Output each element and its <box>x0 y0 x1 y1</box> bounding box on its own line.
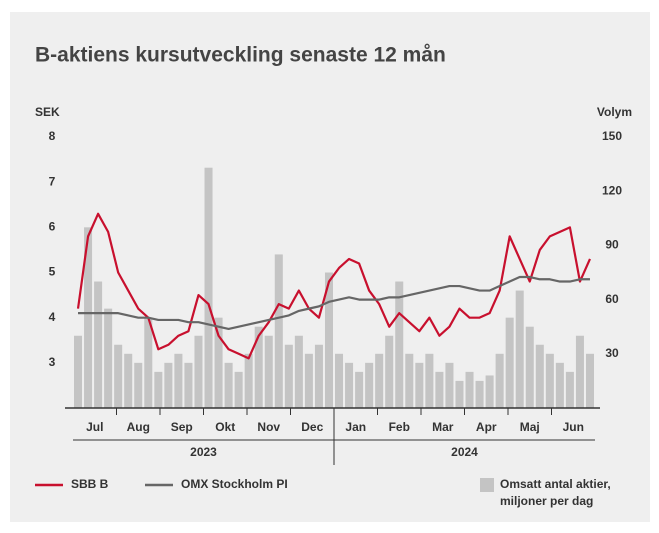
volume-bar <box>214 317 223 408</box>
volume-bar <box>405 353 414 408</box>
volume-bar <box>274 254 283 408</box>
volume-bar <box>124 353 133 408</box>
volume-bar <box>505 317 514 408</box>
volume-bar <box>455 380 464 408</box>
volume-bar <box>114 344 123 408</box>
volume-bar <box>535 344 544 408</box>
volume-bar <box>335 353 344 408</box>
volume-bar <box>264 335 273 408</box>
line <box>78 275 590 331</box>
volume-bar <box>254 326 263 408</box>
volume-bar <box>495 353 504 408</box>
volume-bar <box>445 362 454 408</box>
y-tick-label: 6 <box>49 220 56 234</box>
volume-bar <box>525 326 534 408</box>
y2-tick-label: 90 <box>605 238 619 252</box>
volume-bar <box>74 335 83 408</box>
volume-bar <box>144 317 153 408</box>
y-tick-label: 5 <box>49 265 56 279</box>
volume-bar <box>395 281 404 408</box>
volume-bar <box>234 371 243 408</box>
y2-axis-label: Volym <box>597 105 632 119</box>
volume-bar <box>324 272 333 408</box>
legend-label: SBB B <box>71 477 109 491</box>
legend-label: Omsatt antal aktier, miljoner per dag <box>500 477 611 508</box>
x-tick-label: Mar <box>432 420 454 434</box>
volume-bar <box>565 371 574 408</box>
volume-bar <box>184 362 193 408</box>
x-tick-label: Nov <box>257 420 280 434</box>
volume-bar <box>485 375 494 408</box>
volume-bar <box>134 362 143 408</box>
volume-bar <box>104 308 113 408</box>
line <box>76 212 591 360</box>
panel <box>10 12 650 522</box>
volume-bar <box>174 353 183 408</box>
x-tick-label: Aug <box>127 420 150 434</box>
x-tick-label: Sep <box>171 420 193 434</box>
x-tick-label: Jul <box>86 420 103 434</box>
volume-bar <box>94 281 103 408</box>
y-tick-label: 8 <box>49 129 56 143</box>
volume-bar <box>365 362 374 408</box>
legend-label: OMX Stockholm PI <box>181 477 288 491</box>
y-axis-label: SEK <box>35 105 60 119</box>
x-tick-label: Jan <box>345 420 366 434</box>
volume-bar <box>164 362 173 408</box>
y2-tick-label: 60 <box>605 292 619 306</box>
volume-bar <box>194 335 203 408</box>
x-tick-label: Okt <box>215 420 235 434</box>
y2-tick-label: 120 <box>602 183 622 197</box>
volume-bar <box>425 353 434 408</box>
volume-bar <box>385 335 394 408</box>
y-tick-label: 7 <box>49 174 56 188</box>
volume-bar <box>475 380 484 408</box>
year-label: 2023 <box>190 445 217 459</box>
volume-bar <box>355 371 364 408</box>
volume-bar <box>154 371 163 408</box>
volume-bar <box>345 362 354 408</box>
volume-bar <box>304 353 313 408</box>
volume-bar <box>585 353 594 408</box>
y-tick-label: 3 <box>49 355 56 369</box>
legend-swatch <box>480 478 494 492</box>
y2-tick-label: 150 <box>602 129 622 143</box>
volume-bar <box>515 290 524 408</box>
volume-bar <box>575 335 584 408</box>
chart-title: B-aktiens kursutveckling senaste 12 mån <box>35 44 446 67</box>
volume-bar <box>224 362 233 408</box>
volume-bar <box>555 362 564 408</box>
volume-bar <box>314 344 323 408</box>
x-tick-label: Apr <box>476 420 497 434</box>
x-tick-label: Jun <box>563 420 584 434</box>
volume-bar <box>545 353 554 408</box>
x-tick-label: Maj <box>520 420 540 434</box>
x-tick-label: Feb <box>389 420 410 434</box>
x-tick-label: Dec <box>301 420 323 434</box>
y2-tick-label: 30 <box>605 346 619 360</box>
volume-bar <box>284 344 293 408</box>
volume-bar <box>415 362 424 408</box>
year-label: 2024 <box>451 445 478 459</box>
volume-bar <box>375 353 384 408</box>
volume-bar <box>294 335 303 408</box>
volume-bar <box>435 371 444 408</box>
volume-bar <box>204 167 213 408</box>
volume-bar <box>244 353 253 408</box>
volume-bar <box>465 371 474 408</box>
y-tick-label: 4 <box>49 310 56 324</box>
volume-bar <box>84 227 93 408</box>
